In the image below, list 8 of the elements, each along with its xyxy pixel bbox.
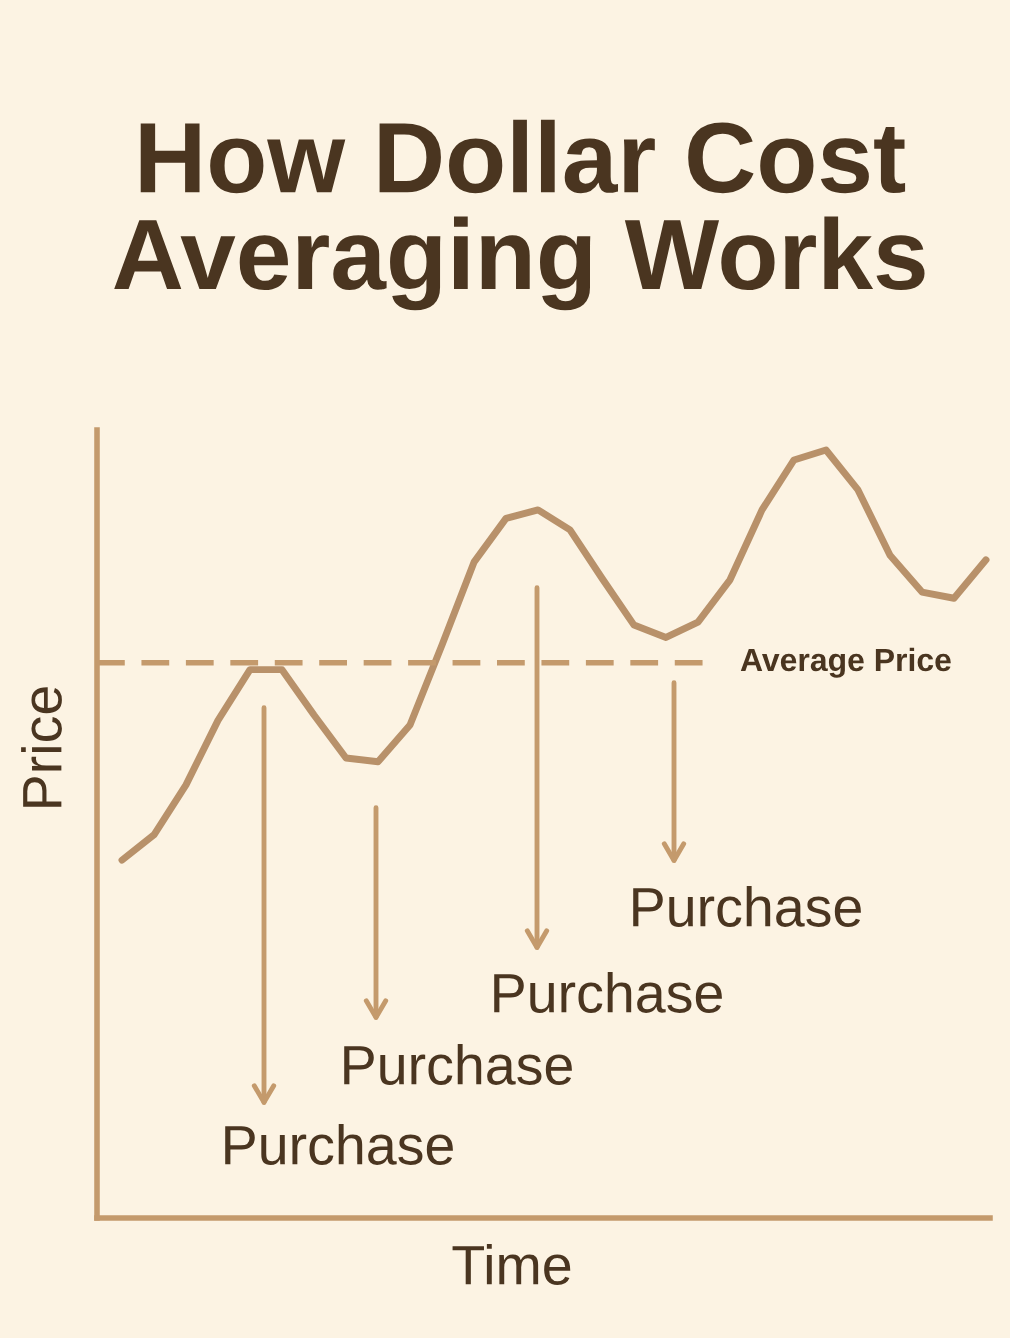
y-axis-title: Price xyxy=(21,687,62,807)
annotation: Purchase xyxy=(633,886,861,927)
annotation: Purchase xyxy=(225,1124,453,1165)
chart-title: How Dollar Cost Averaging Works xyxy=(114,119,925,311)
annotation: Purchase xyxy=(494,972,722,1013)
ref-line-label: Average Price xyxy=(740,647,951,678)
annotation: Purchase xyxy=(344,1044,572,1085)
x-axis-title: Time xyxy=(452,1244,571,1285)
